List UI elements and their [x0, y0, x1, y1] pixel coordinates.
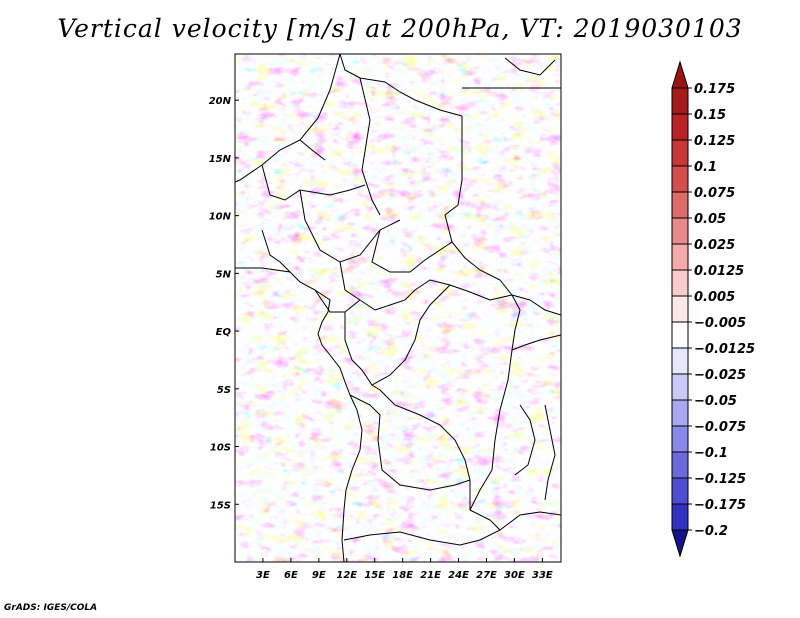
- colorbar-label: 0.125: [694, 134, 735, 149]
- colorbar-swatch: [671, 165, 689, 193]
- lon-tick-label: 33E: [532, 570, 553, 581]
- lon-tick-label: 21E: [420, 570, 441, 581]
- colorbar-label: −0.2: [694, 524, 728, 539]
- colorbar-label: 0.005: [694, 290, 735, 305]
- colorbar-swatch: [671, 217, 689, 245]
- lon-tick-label: 15E: [364, 570, 385, 581]
- colorbar-label: 0.0125: [694, 264, 744, 279]
- colorbar-label: 0.025: [694, 238, 735, 253]
- lat-tick-label: 10N: [209, 212, 232, 223]
- colorbar-swatch: [671, 451, 689, 479]
- colorbar-swatch: [671, 503, 689, 531]
- lon-tick-label: 3E: [256, 570, 270, 581]
- lon-tick-label: 12E: [336, 570, 357, 581]
- lat-tick-label: EQ: [216, 327, 232, 338]
- colorbar: 0.175 0.15 0.125 0.1 0.075 0.05 0.025 0.0125 0.0…: [671, 60, 755, 558]
- colorbar-swatch: [671, 269, 689, 297]
- colorbar-swatch: [671, 399, 689, 427]
- colorbar-label: −0.0125: [694, 342, 755, 357]
- colorbar-swatch: [671, 295, 689, 323]
- colorbar-swatch: [671, 139, 689, 167]
- lon-tick-label: 27E: [476, 570, 497, 581]
- colorbar-label: −0.125: [694, 472, 746, 487]
- lat-tick-label: 10S: [210, 443, 231, 454]
- lat-tick-label: 15N: [209, 154, 232, 165]
- colorbar-label: 0.1: [694, 160, 717, 175]
- lat-tick-label: 5N: [216, 269, 232, 280]
- colorbar-label: −0.1: [694, 446, 728, 461]
- colorbar-label: 0.075: [694, 186, 735, 201]
- colorbar-label: 0.05: [694, 212, 726, 227]
- map-frame: [234, 53, 562, 563]
- lat-tick-label: 20N: [209, 96, 232, 107]
- colorbar-swatch: [671, 191, 689, 219]
- longitude-axis: 3E 6E 9E 12E 15E 18E 21E 24E 27E 30E 33E: [256, 558, 553, 581]
- lon-tick-label: 24E: [448, 570, 469, 581]
- lon-tick-label: 18E: [392, 570, 413, 581]
- colorbar-swatch: [671, 113, 689, 141]
- lat-tick-label: 5S: [217, 385, 231, 396]
- colorbar-label: 0.15: [694, 108, 726, 123]
- colorbar-swatch: [671, 477, 689, 505]
- colorbar-swatch: [671, 347, 689, 375]
- country-borders: [235, 54, 561, 562]
- colorbar-label: −0.05: [694, 394, 737, 409]
- colorbar-label: −0.025: [694, 368, 746, 383]
- colorbar-swatch: [671, 321, 689, 349]
- colorbar-swatch: [671, 373, 689, 401]
- grads-credit: GrADS: IGES/COLA: [4, 603, 98, 613]
- colorbar-swatch: [671, 87, 689, 115]
- colorbar-bottom-arrow: [671, 529, 689, 558]
- colorbar-label: −0.005: [694, 316, 746, 331]
- colorbar-label: 0.175: [694, 82, 735, 97]
- lon-tick-label: 9E: [312, 570, 326, 581]
- lon-tick-label: 30E: [504, 570, 525, 581]
- colorbar-label: −0.175: [694, 498, 746, 513]
- colorbar-swatch: [671, 425, 689, 453]
- map-title: Vertical velocity [m/s] at 200hPa, VT: 2…: [57, 14, 743, 43]
- colorbar-top-arrow: [671, 60, 689, 89]
- latitude-axis: 20N 15N 10N 5N EQ 5S 10S 15S: [209, 96, 239, 511]
- lat-tick-label: 15S: [210, 500, 231, 511]
- colorbar-swatch: [671, 243, 689, 271]
- colorbar-label: −0.075: [694, 420, 746, 435]
- lon-tick-label: 6E: [284, 570, 298, 581]
- vertical-velocity-field: [235, 54, 561, 562]
